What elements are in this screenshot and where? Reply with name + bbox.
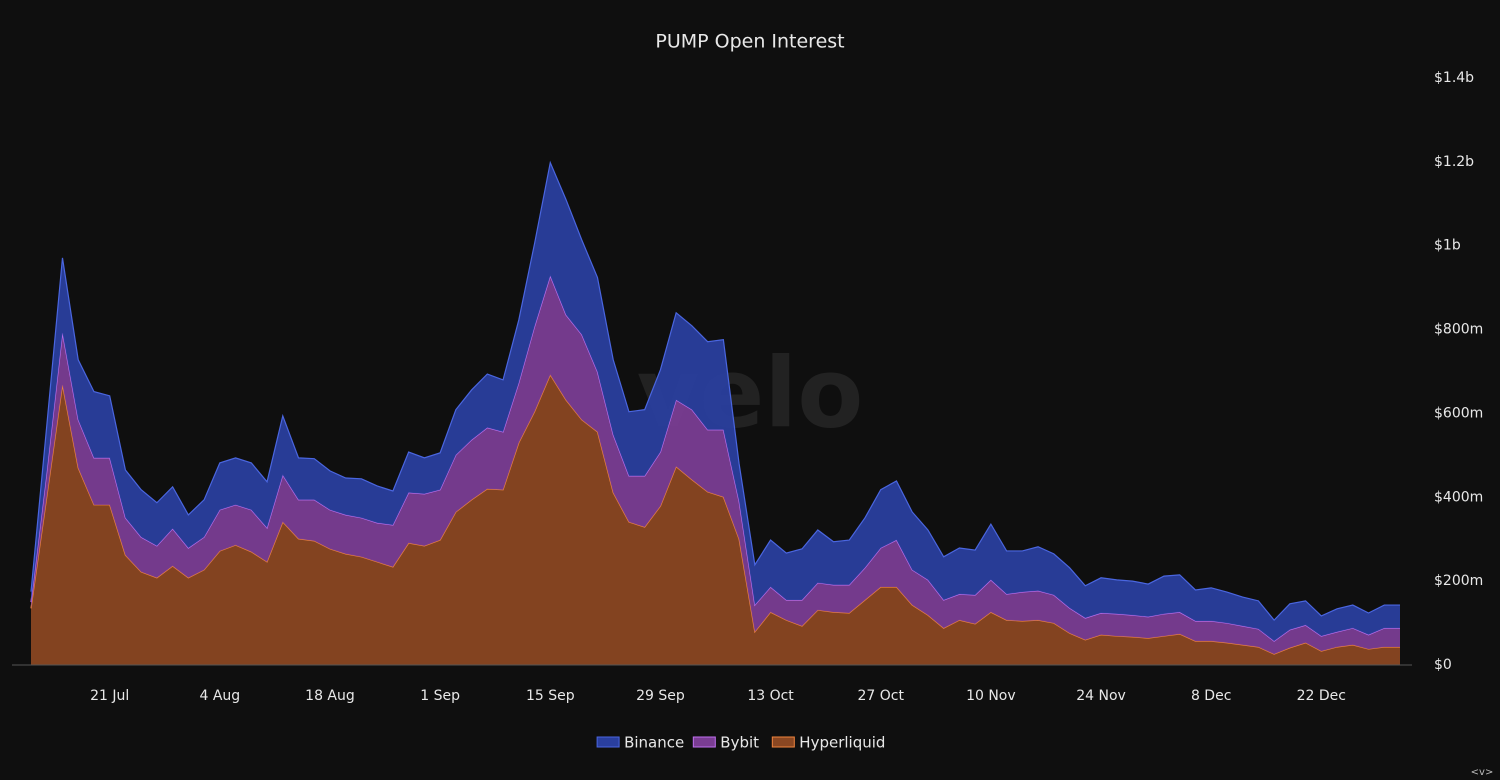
x-tick-label: 15 Sep bbox=[526, 688, 575, 704]
y-tick-label: $200m bbox=[1434, 573, 1483, 589]
legend-label: Bybit bbox=[720, 734, 759, 752]
y-tick-label: $400m bbox=[1434, 489, 1483, 505]
legend-swatch bbox=[692, 736, 716, 748]
y-tick-label: $1.4b bbox=[1434, 70, 1474, 86]
x-tick-label: 8 Dec bbox=[1191, 688, 1231, 704]
area bbox=[31, 275, 1400, 655]
y-tick-label: $0 bbox=[1434, 657, 1452, 673]
y-tick-label: $1.2b bbox=[1434, 154, 1474, 170]
x-tick-label: 1 Sep bbox=[420, 688, 460, 704]
legend-label: Binance bbox=[624, 734, 684, 752]
x-tick-label: 27 Oct bbox=[857, 688, 904, 704]
y-tick-label: $600m bbox=[1434, 405, 1483, 421]
x-tick-label: 18 Aug bbox=[305, 688, 355, 704]
area bbox=[31, 162, 1400, 642]
area-line bbox=[30, 160, 1400, 622]
x-tick-label: 13 Oct bbox=[747, 688, 794, 704]
corner-mark: <v> bbox=[1471, 767, 1494, 778]
y-tick-label: $1b bbox=[1434, 238, 1461, 254]
y-tick-label: $800m bbox=[1434, 322, 1483, 338]
x-tick-label: 10 Nov bbox=[966, 688, 1016, 704]
chart-title: PUMP Open Interest bbox=[655, 31, 844, 53]
x-tick-label: 24 Nov bbox=[1076, 688, 1126, 704]
x-tick-label: 29 Sep bbox=[636, 688, 685, 704]
x-tick-label: 22 Dec bbox=[1297, 688, 1346, 704]
legend-label: Hyperliquid bbox=[799, 734, 885, 752]
x-tick-label: 4 Aug bbox=[199, 688, 240, 704]
legend-swatch bbox=[596, 736, 620, 748]
x-tick-label: 21 Jul bbox=[90, 688, 129, 704]
legend-swatch bbox=[771, 736, 795, 748]
area bbox=[31, 374, 1400, 665]
area-line bbox=[30, 274, 1400, 642]
